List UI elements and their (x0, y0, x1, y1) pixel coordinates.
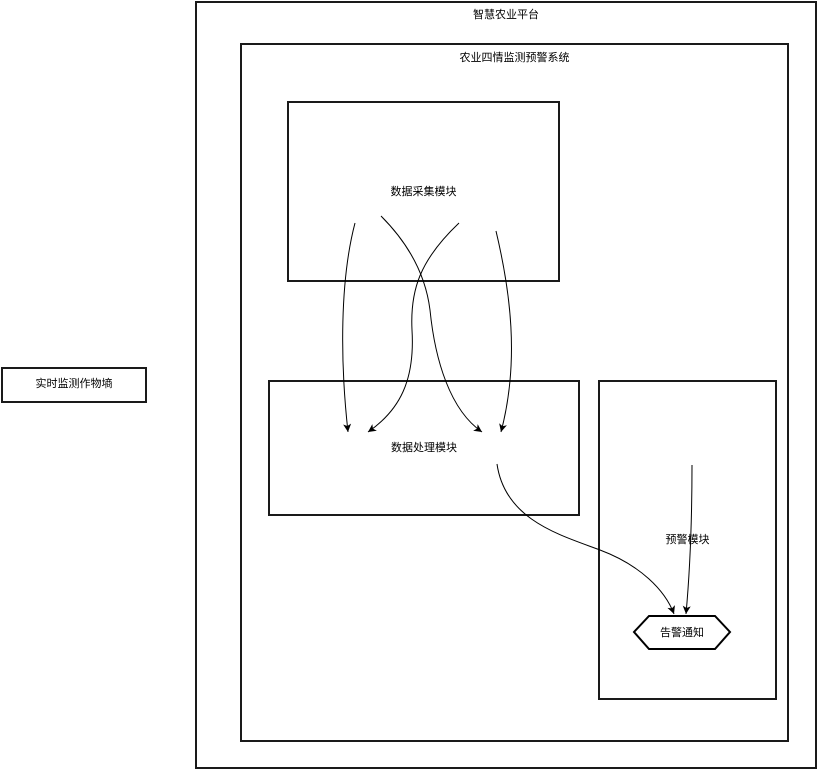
external-entity-label: 实时监测作物墒 (35, 377, 113, 390)
data-processing-label: 数据处理模块 (391, 441, 457, 454)
platform-container (195, 1, 817, 769)
system-container (240, 43, 789, 742)
platform-title: 智慧农业平台 (473, 8, 539, 21)
external-entity-box (1, 367, 147, 403)
data-collection-label: 数据采集模块 (390, 185, 457, 198)
system-title: 农业四情监测预警系统 (459, 51, 570, 64)
warning-module-label: 预警模块 (665, 533, 710, 546)
